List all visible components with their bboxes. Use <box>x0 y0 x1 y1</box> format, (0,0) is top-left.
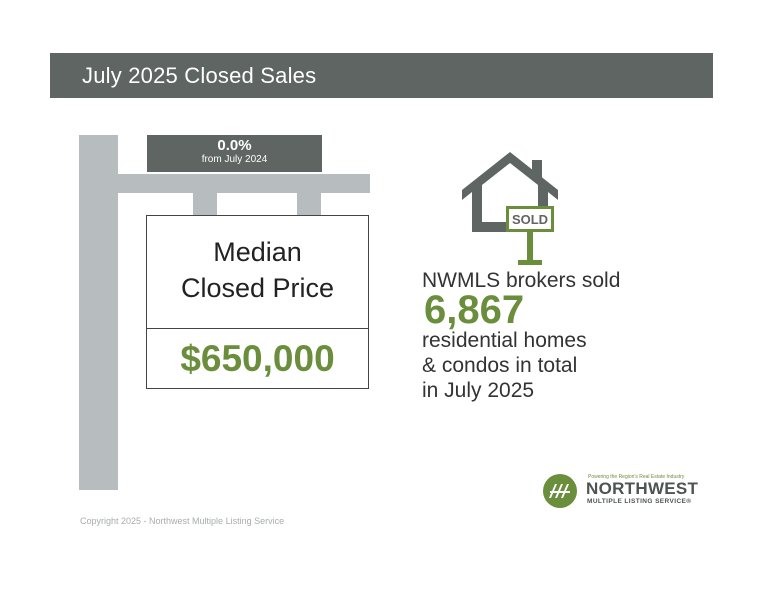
median-price-sign: Median Closed Price $650,000 <box>146 215 369 389</box>
change-value: 0.0% <box>217 137 252 154</box>
sign-divider <box>147 328 368 329</box>
sign-label-line1: Median <box>213 237 302 267</box>
logo-subname: MULTIPLE LISTING SERVICE® <box>587 498 692 505</box>
sales-stats: NWMLS brokers sold 6,867 residential hom… <box>422 268 620 403</box>
stats-line3: & condos in total <box>422 354 578 377</box>
logo-mark-icon <box>543 474 577 508</box>
stats-line4: in July 2025 <box>422 379 535 402</box>
title-banner: July 2025 Closed Sales <box>50 53 713 98</box>
logo-tagline: Powering the Region's Real Estate Indust… <box>588 474 685 480</box>
sign-hanger-left <box>193 193 217 216</box>
copyright-text: Copyright 2025 - Northwest Multiple List… <box>80 516 285 526</box>
sign-post-vertical <box>79 135 118 490</box>
year-over-year-change: 0.0% from July 2024 <box>147 135 322 172</box>
nwmls-logo: Powering the Region's Real Estate Indust… <box>543 472 703 510</box>
stats-description: residential homes & condos in total in J… <box>422 328 620 403</box>
sign-post-arm <box>79 174 370 193</box>
change-label: from July 2024 <box>201 154 268 165</box>
sign-label: Median Closed Price <box>147 234 368 306</box>
sign-hanger-right <box>297 193 321 216</box>
sign-label-line2: Closed Price <box>180 273 335 303</box>
homes-sold-count: 6,867 <box>424 288 525 332</box>
sold-sign-text: SOLD <box>512 212 548 227</box>
page-title: July 2025 Closed Sales <box>82 63 317 88</box>
house-sold-sign-icon: SOLD <box>462 152 558 265</box>
median-price-value: $650,000 <box>180 338 335 379</box>
stats-line2: residential homes <box>422 329 587 352</box>
logo-name: NORTHWEST <box>586 479 699 498</box>
stats-intro: NWMLS brokers sold <box>422 269 621 292</box>
